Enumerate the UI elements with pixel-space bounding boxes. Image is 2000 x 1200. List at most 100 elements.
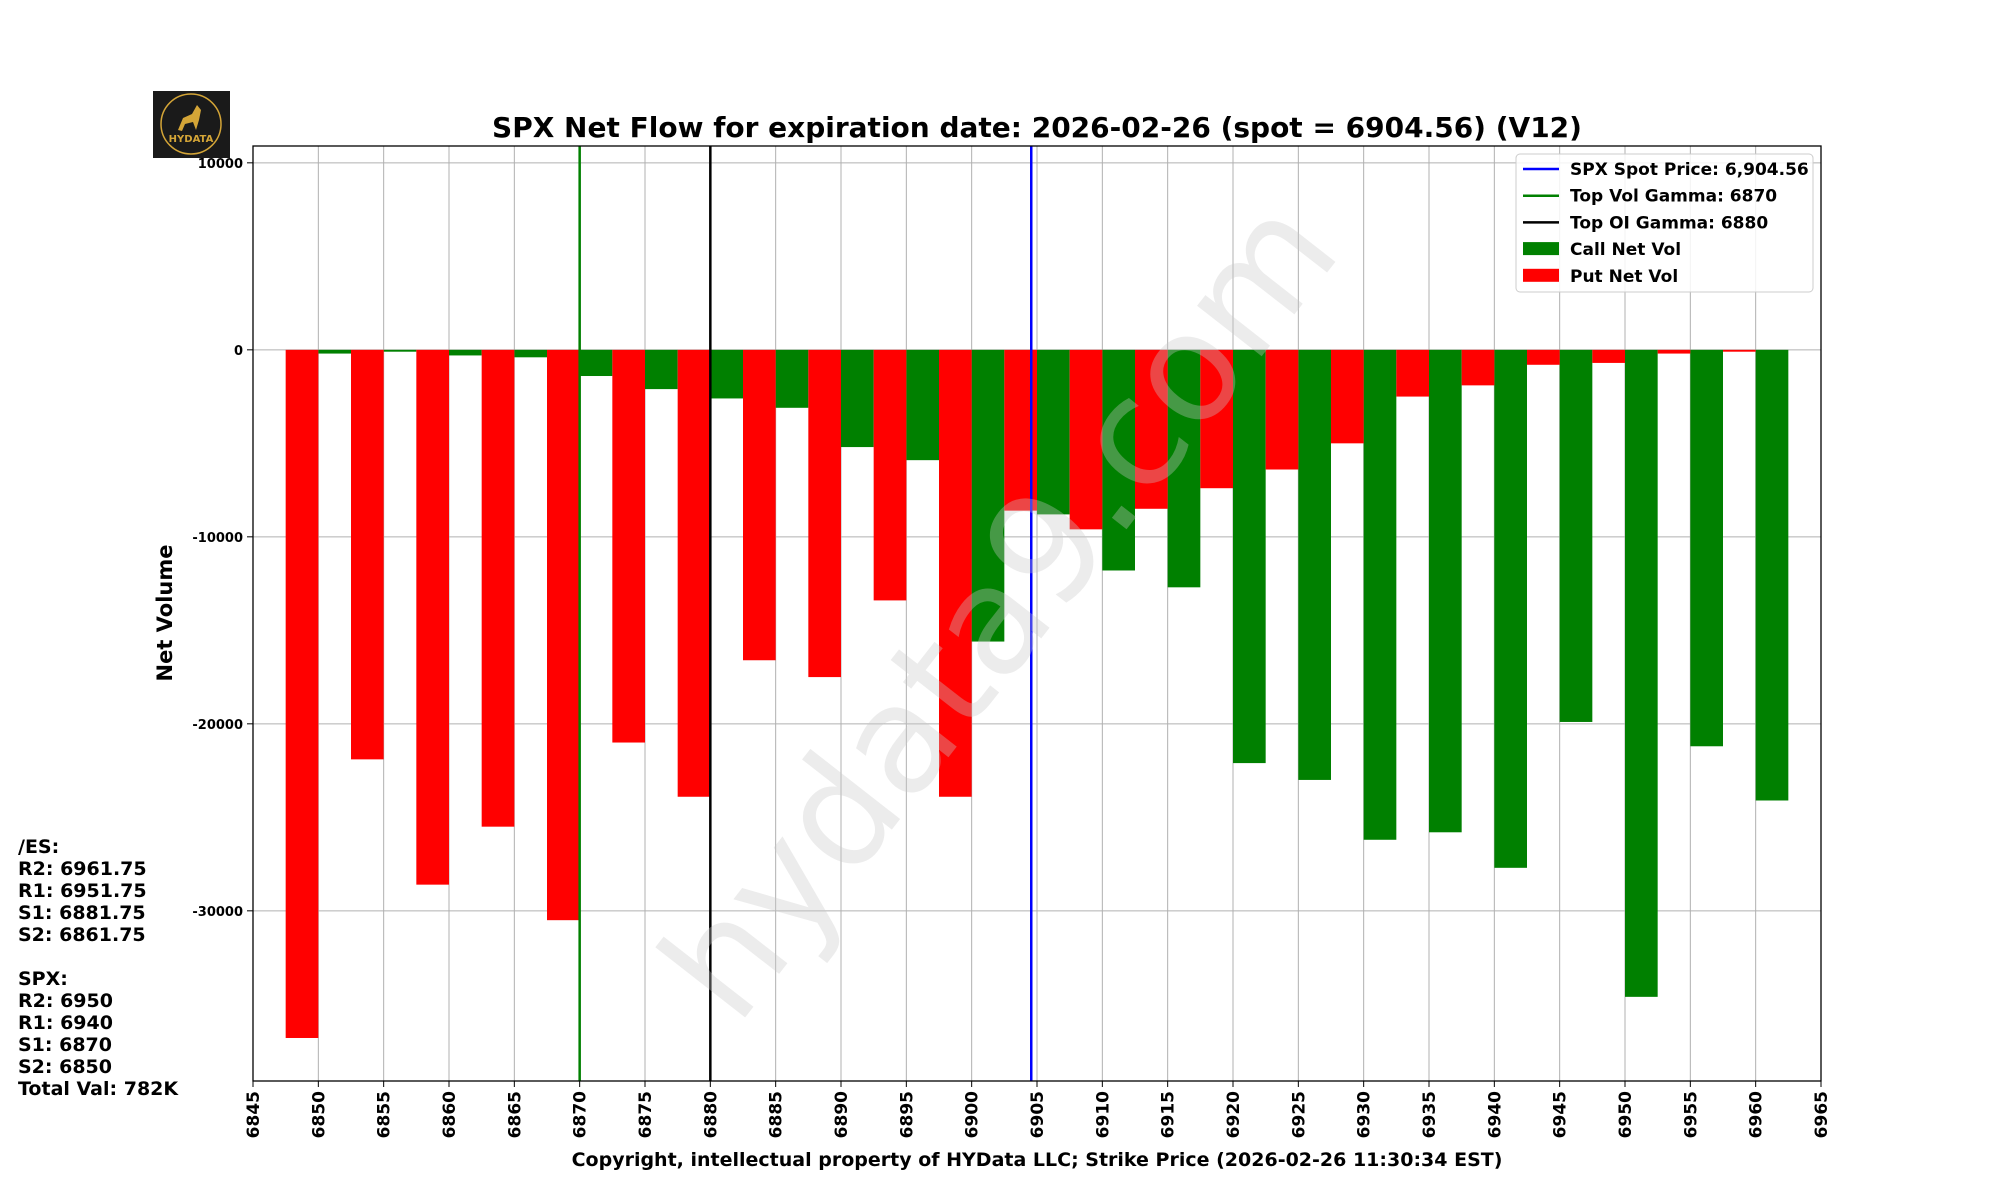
call-bar-6850 xyxy=(318,349,351,354)
svg-text:HYDATA: HYDATA xyxy=(169,134,214,145)
call-bar-6875 xyxy=(645,349,678,390)
es-title: /ES: xyxy=(18,836,60,858)
put-bar-6955 xyxy=(1657,349,1691,354)
put-bar-6920 xyxy=(1200,349,1233,489)
x-tick-label: 6915 xyxy=(1159,1091,1179,1138)
legend-entry: Put Net Vol xyxy=(1570,267,1678,287)
legend-entry: SPX Spot Price: 6,904.56 xyxy=(1570,160,1809,180)
x-tick-label: 6925 xyxy=(1289,1091,1309,1138)
x-tick-label: 6935 xyxy=(1420,1091,1440,1138)
call-bar-6880 xyxy=(710,349,743,399)
x-tick-label: 6845 xyxy=(244,1091,264,1138)
x-tick-label: 6855 xyxy=(375,1091,395,1138)
call-bar-6900 xyxy=(971,349,1005,642)
put-bar-6930 xyxy=(1331,349,1364,444)
call-bar-6930 xyxy=(1363,349,1397,840)
legend-patch-swatch xyxy=(1523,242,1559,256)
x-tick-label: 6910 xyxy=(1093,1091,1113,1138)
chart-title: SPX Net Flow for expiration date: 2026-0… xyxy=(492,111,1582,144)
x-tick-label: 6955 xyxy=(1681,1091,1701,1138)
put-bar-6855 xyxy=(351,349,384,760)
y-tick-label: 10000 xyxy=(198,157,243,172)
hydata-logo: HYDATA xyxy=(153,91,230,158)
put-bar-6945 xyxy=(1527,349,1560,365)
spx-s1: S1: 6870 xyxy=(18,1034,112,1056)
put-bar-6875 xyxy=(612,349,645,743)
y-tick-label: -30000 xyxy=(192,905,243,920)
x-tick-label: 6870 xyxy=(571,1091,591,1138)
levels-panel: /ES: R2: 6961.75 R1: 6951.75 S1: 6881.75 S2:… xyxy=(18,836,178,1100)
legend-entry: Top OI Gamma: 6880 xyxy=(1570,213,1768,233)
spx-s2: S2: 6850 xyxy=(18,1056,112,1078)
put-bar-6900 xyxy=(939,349,972,797)
y-axis-label: Net Volume xyxy=(153,545,177,682)
put-bar-6940 xyxy=(1461,349,1495,386)
y-tick-label: -10000 xyxy=(192,531,243,546)
put-bar-6895 xyxy=(873,349,907,601)
call-bar-6870 xyxy=(579,349,613,377)
put-bar-6870 xyxy=(547,349,580,921)
call-bar-6960 xyxy=(1755,349,1789,801)
total-value: Total Val: 782K xyxy=(18,1078,179,1100)
call-bar-6860 xyxy=(449,349,482,356)
spx-r2: R2: 6950 xyxy=(18,990,113,1012)
x-tick-label: 6965 xyxy=(1812,1091,1832,1138)
x-tick-label: 6920 xyxy=(1224,1091,1244,1138)
put-bar-6950 xyxy=(1592,349,1625,363)
x-tick-label: 6950 xyxy=(1616,1091,1636,1138)
x-tick-label: 6960 xyxy=(1747,1091,1767,1138)
call-bar-6895 xyxy=(906,349,939,461)
legend-entry: Call Net Vol xyxy=(1570,240,1681,260)
x-tick-label: 6940 xyxy=(1485,1091,1505,1138)
es-s1: S1: 6881.75 xyxy=(18,902,146,924)
legend-entry: Top Vol Gamma: 6870 xyxy=(1570,187,1777,207)
put-bar-6860 xyxy=(416,349,449,885)
x-tick-label: 6905 xyxy=(1028,1091,1048,1138)
y-tick-label: -20000 xyxy=(192,718,243,733)
x-tick-label: 6850 xyxy=(309,1091,329,1138)
x-tick-label: 6875 xyxy=(636,1091,656,1138)
x-tick-label: 6865 xyxy=(505,1091,525,1138)
put-bar-6935 xyxy=(1396,349,1429,397)
call-bar-6950 xyxy=(1625,349,1658,997)
x-axis-label: Copyright, intellectual property of HYDa… xyxy=(572,1149,1503,1171)
x-tick-label: 6885 xyxy=(767,1091,787,1138)
call-bar-6885 xyxy=(775,349,809,408)
call-bar-6890 xyxy=(841,349,874,448)
spx-title: SPX: xyxy=(18,968,68,990)
spx-r1: R1: 6940 xyxy=(18,1012,113,1034)
call-bar-6955 xyxy=(1690,349,1723,747)
call-bar-6940 xyxy=(1494,349,1527,868)
legend-patch-swatch xyxy=(1523,268,1559,282)
x-tick-label: 6900 xyxy=(963,1091,983,1138)
x-tick-label: 6895 xyxy=(897,1091,917,1138)
legend: SPX Spot Price: 6,904.56 Top Vol Gamma: 6… xyxy=(1515,153,1814,293)
x-tick-label: 6860 xyxy=(440,1091,460,1138)
call-bar-6925 xyxy=(1298,349,1331,780)
put-bar-6910 xyxy=(1069,349,1103,530)
put-bar-6865 xyxy=(481,349,515,827)
call-bar-6905 xyxy=(1037,349,1070,515)
put-bar-6915 xyxy=(1135,349,1168,509)
x-tick-label: 6890 xyxy=(832,1091,852,1138)
call-bar-6945 xyxy=(1559,349,1593,722)
call-bar-6865 xyxy=(514,349,547,358)
es-s2: S2: 6861.75 xyxy=(18,924,146,946)
put-bar-6850 xyxy=(285,349,319,1038)
put-bar-6925 xyxy=(1265,349,1299,470)
x-tick-label: 6945 xyxy=(1551,1091,1571,1138)
y-tick-label: 0 xyxy=(234,344,243,359)
call-bar-6935 xyxy=(1429,349,1462,833)
call-bar-6910 xyxy=(1102,349,1135,571)
put-bar-6880 xyxy=(677,349,711,797)
es-r2: R2: 6961.75 xyxy=(18,858,147,880)
x-tick-label: 6930 xyxy=(1355,1091,1375,1138)
put-bar-6960 xyxy=(1723,349,1756,352)
x-tick-label: 6880 xyxy=(701,1091,721,1138)
call-bar-6920 xyxy=(1233,349,1266,764)
call-bar-6915 xyxy=(1167,349,1201,588)
es-r1: R1: 6951.75 xyxy=(18,880,147,902)
call-bar-6855 xyxy=(383,349,417,352)
put-bar-6890 xyxy=(808,349,841,678)
